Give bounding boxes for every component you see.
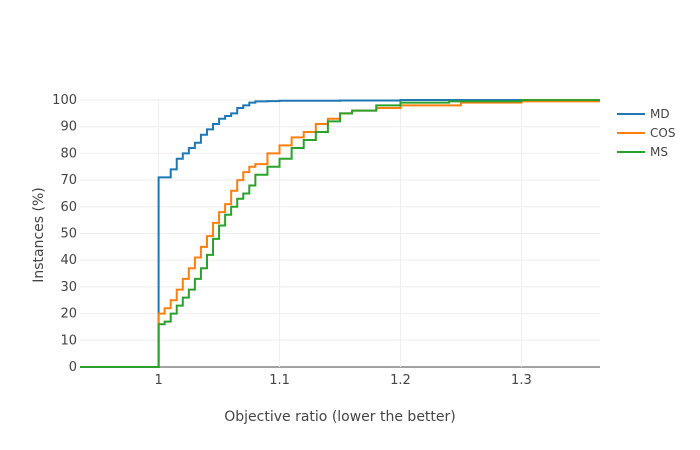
- y-tick-label: 80: [60, 146, 77, 161]
- legend[interactable]: MD COS MS: [617, 107, 675, 159]
- y-tick-label: 60: [60, 200, 77, 215]
- y-tick-label: 0: [69, 360, 77, 375]
- x-tick-label: 1.1: [269, 373, 290, 388]
- tick-labels: 0 10 20 30 40 50 60 70 80 90 100 1 1.1 1.2 1.3: [52, 93, 532, 388]
- series-line-md[interactable]: [80, 99, 600, 368]
- y-tick-label: 20: [60, 307, 77, 322]
- series-lines: [80, 99, 600, 368]
- y-tick-label: 100: [52, 93, 77, 108]
- legend-label: MS: [650, 145, 668, 159]
- x-tick-label: 1.3: [511, 373, 532, 388]
- y-tick-label: 70: [60, 173, 77, 188]
- grid-lines: [80, 99, 600, 368]
- legend-item-md[interactable]: MD: [617, 107, 670, 121]
- y-tick-label: 10: [60, 333, 77, 348]
- legend-item-ms[interactable]: MS: [617, 145, 668, 159]
- legend-label: COS: [650, 126, 675, 140]
- y-tick-label: 50: [60, 227, 77, 242]
- legend-label: MD: [650, 107, 670, 121]
- series-line-ms[interactable]: [80, 99, 600, 368]
- x-tick-label: 1.2: [390, 373, 411, 388]
- x-tick-label: 1: [154, 373, 162, 388]
- y-axis-title: Instances (%): [31, 187, 47, 283]
- x-axis-title: Objective ratio (lower the better): [224, 409, 456, 425]
- y-tick-label: 40: [60, 253, 77, 268]
- y-tick-label: 90: [60, 120, 77, 135]
- y-tick-label: 30: [60, 280, 77, 295]
- legend-item-cos[interactable]: COS: [617, 126, 675, 140]
